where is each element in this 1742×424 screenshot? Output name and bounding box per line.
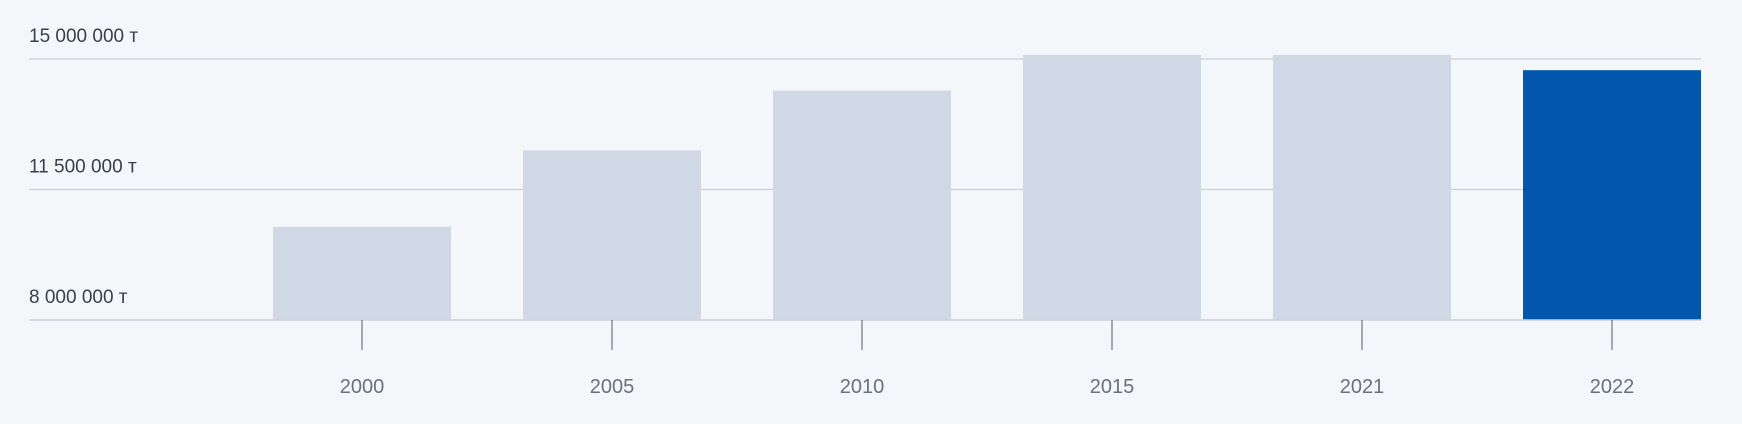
bar-2021: [1273, 54, 1451, 321]
x-tick-label: 2010: [840, 376, 885, 398]
y-tick-label: 11 500 000 т: [29, 157, 137, 178]
bar-2022: [1523, 70, 1701, 320]
x-tick-label: 2015: [1090, 376, 1135, 398]
x-tick-label: 2022: [1590, 376, 1635, 398]
bar-2015: [1023, 54, 1201, 321]
x-tick-label: 2005: [590, 376, 635, 398]
y-tick-label: 15 000 000 т: [29, 26, 138, 47]
x-tick-label: 2000: [340, 376, 385, 398]
x-tick-label: 2021: [1340, 376, 1385, 398]
y-tick-label: 8 000 000 т: [29, 287, 128, 308]
bar-2010: [773, 90, 951, 320]
bar-2000: [273, 226, 451, 320]
bar-2005: [523, 150, 701, 320]
